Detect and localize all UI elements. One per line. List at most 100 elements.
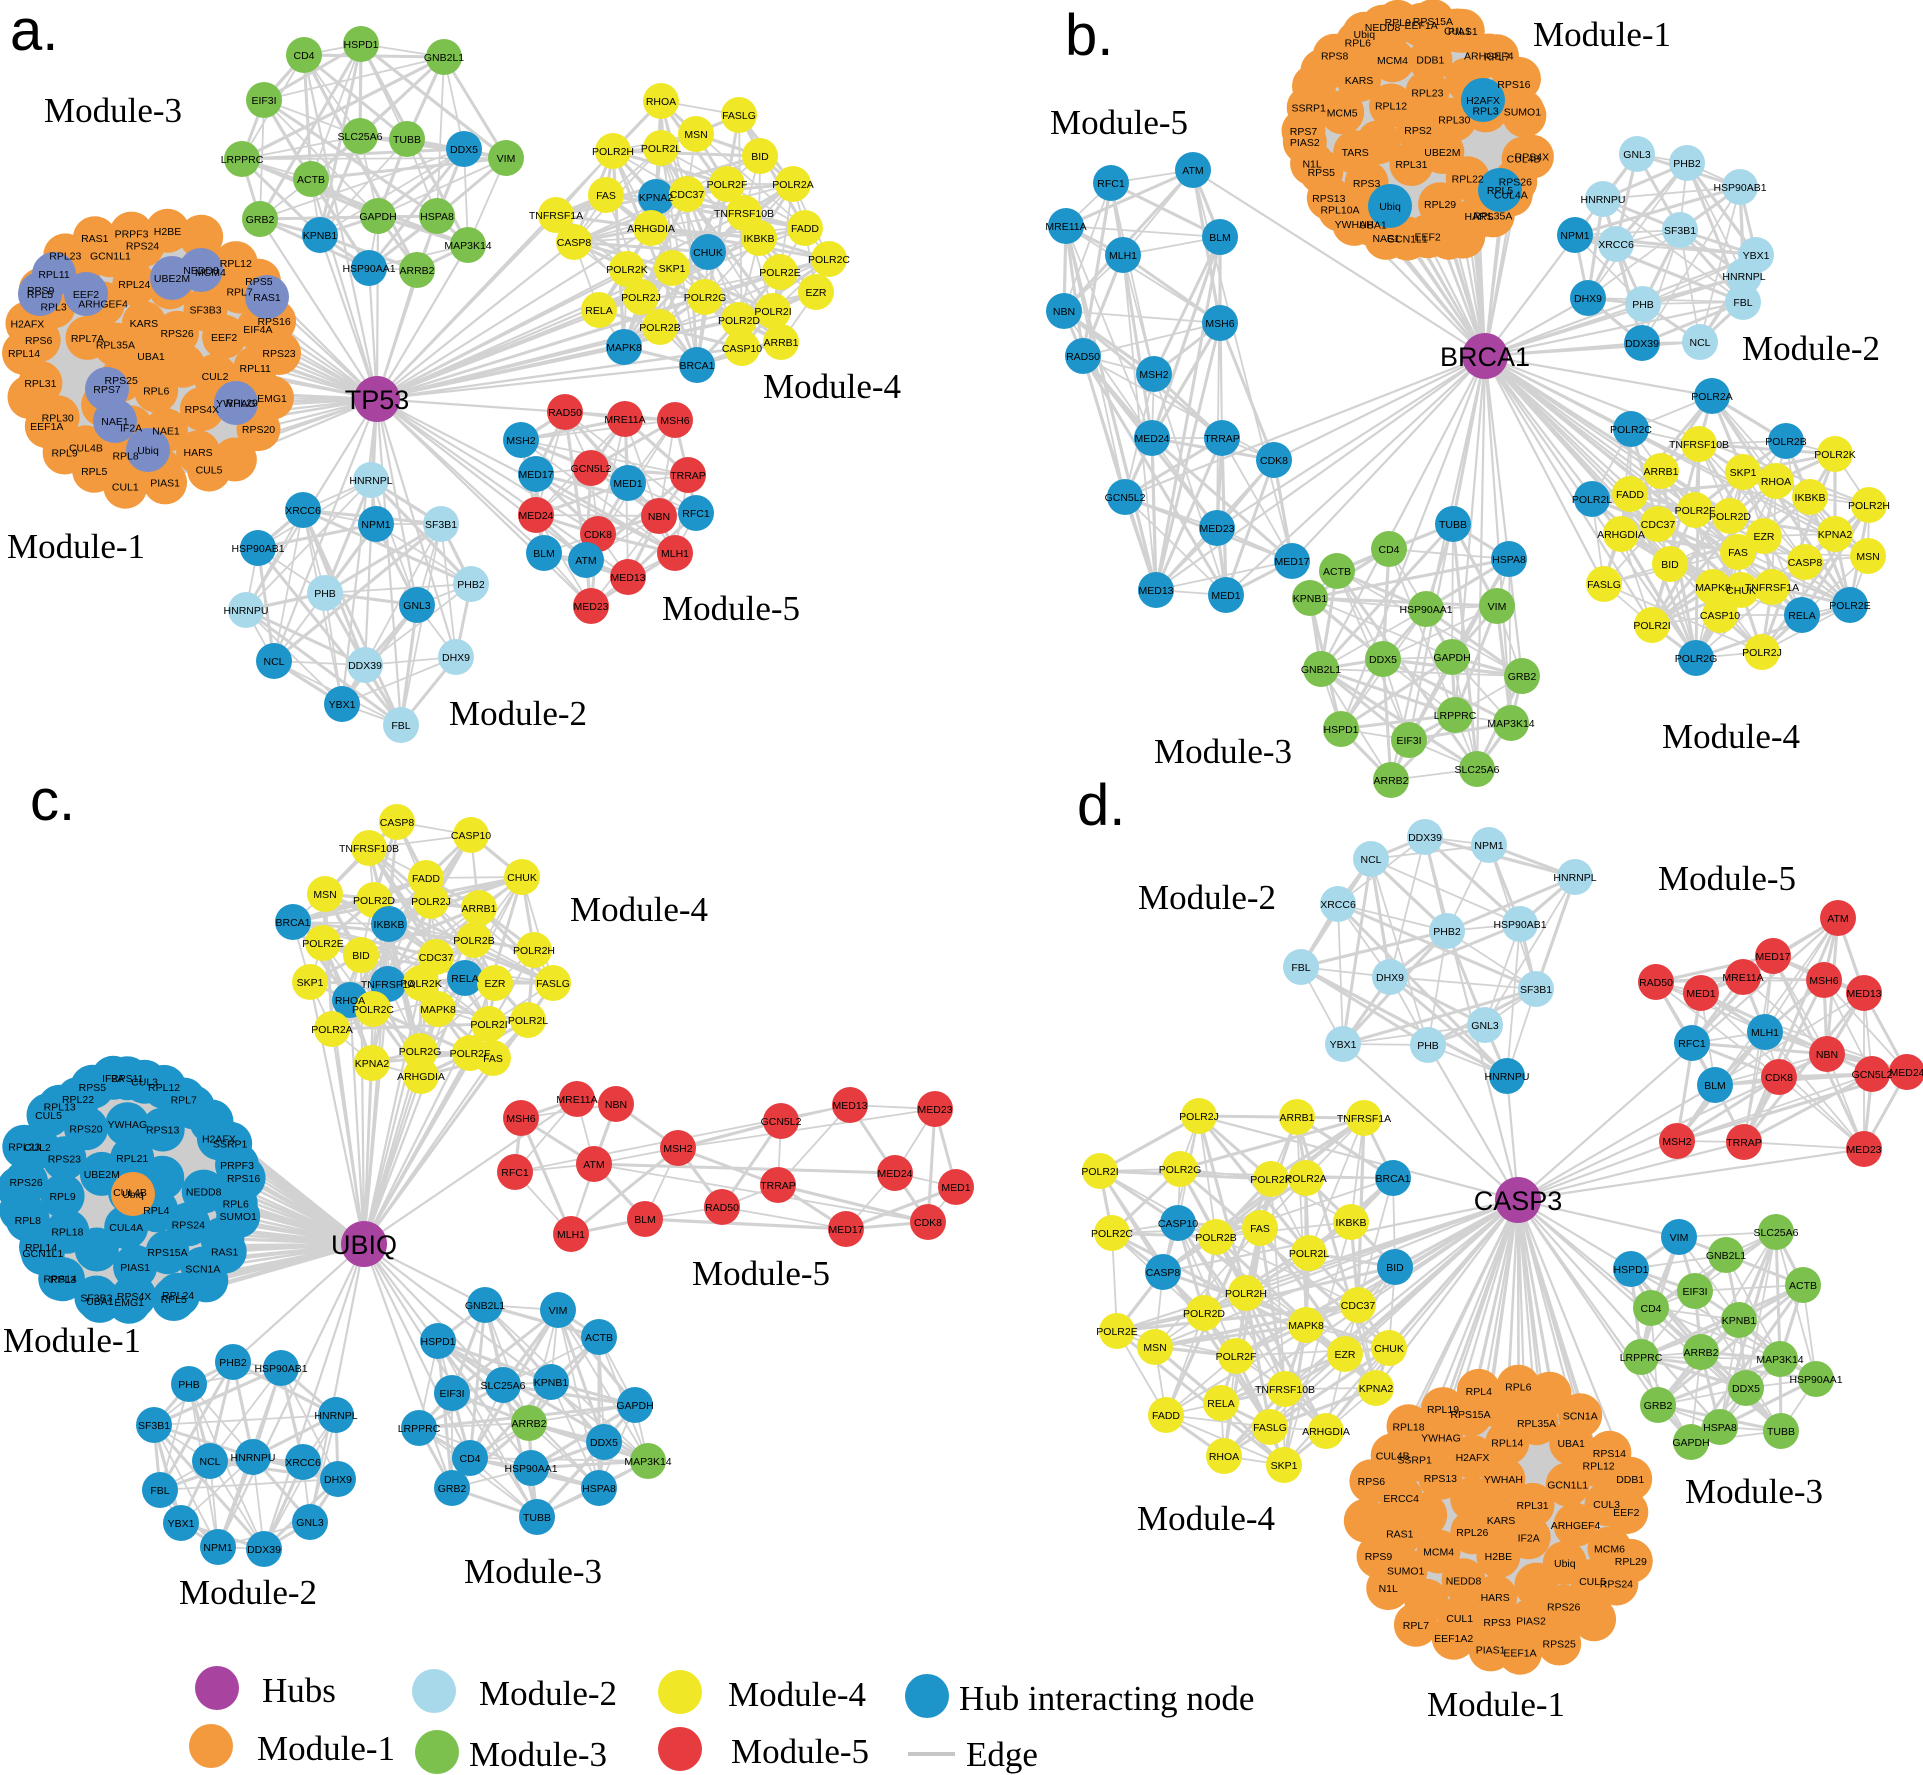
svg-text:EMG1: EMG1 (114, 1297, 144, 1309)
svg-text:BID: BID (352, 950, 370, 962)
svg-text:H2BE: H2BE (154, 226, 181, 238)
svg-text:RPS5: RPS5 (245, 276, 273, 288)
svg-text:FBL: FBL (1733, 297, 1752, 309)
svg-text:ARHGDIA: ARHGDIA (627, 223, 675, 235)
svg-text:BID: BID (751, 151, 769, 163)
svg-text:SKP1: SKP1 (1271, 1460, 1298, 1472)
svg-text:TP53: TP53 (345, 385, 410, 415)
svg-text:SUMO1: SUMO1 (1387, 1565, 1425, 1577)
svg-text:HSPA8: HSPA8 (582, 1483, 616, 1495)
svg-text:Ubiq: Ubiq (1353, 29, 1375, 41)
svg-text:MRE11A: MRE11A (1722, 972, 1763, 984)
svg-text:CASP10: CASP10 (1158, 1218, 1198, 1230)
svg-text:MED17: MED17 (1755, 951, 1790, 963)
svg-text:Module-1: Module-1 (1533, 15, 1671, 54)
svg-text:SLC25A6: SLC25A6 (481, 1380, 526, 1392)
svg-text:POLR2B: POLR2B (1195, 1232, 1236, 1244)
svg-text:MSH2: MSH2 (506, 435, 535, 447)
svg-text:DHX9: DHX9 (324, 1474, 352, 1486)
svg-text:RPS25: RPS25 (1543, 1639, 1576, 1651)
svg-text:POLR2G: POLR2G (399, 1046, 442, 1058)
svg-text:MED23: MED23 (917, 1104, 952, 1116)
svg-text:TNFRSF1A: TNFRSF1A (1745, 582, 1799, 594)
svg-text:IF2A: IF2A (1518, 1532, 1540, 1544)
svg-text:MED17: MED17 (1274, 556, 1309, 568)
svg-text:POLR2L: POLR2L (508, 1015, 548, 1027)
svg-text:CDC37: CDC37 (1341, 1300, 1376, 1312)
svg-text:Module-3: Module-3 (1154, 732, 1292, 771)
svg-text:RPS26: RPS26 (160, 328, 193, 340)
svg-text:SKP1: SKP1 (297, 977, 324, 989)
svg-text:XRCC6: XRCC6 (1320, 899, 1356, 911)
svg-text:PHB: PHB (1632, 299, 1654, 311)
svg-text:POLR2H: POLR2H (592, 146, 634, 158)
svg-text:Module-3: Module-3 (469, 1735, 607, 1774)
svg-text:PRPF3: PRPF3 (115, 229, 149, 241)
svg-text:POLR2F: POLR2F (1675, 505, 1716, 517)
svg-text:GCN5L2: GCN5L2 (1105, 492, 1146, 504)
svg-text:TRRAP: TRRAP (1726, 1137, 1762, 1149)
svg-text:FAS: FAS (596, 190, 616, 202)
svg-text:EEF1A: EEF1A (1503, 1648, 1536, 1660)
svg-text:POLR2E: POLR2E (302, 938, 343, 950)
svg-text:EIF4A: EIF4A (243, 324, 272, 336)
svg-text:Module-4: Module-4 (1662, 717, 1800, 756)
svg-text:ATM: ATM (1827, 913, 1848, 925)
svg-text:SLC25A6: SLC25A6 (338, 131, 383, 143)
svg-text:HSP90AB1: HSP90AB1 (1493, 919, 1546, 931)
svg-text:H2AFX: H2AFX (1466, 95, 1500, 107)
svg-text:UBA1: UBA1 (1359, 220, 1387, 232)
svg-text:YBX1: YBX1 (329, 699, 356, 711)
svg-text:CUL4B: CUL4B (113, 1187, 147, 1199)
svg-text:CDC37: CDC37 (670, 189, 705, 201)
svg-text:PHB: PHB (178, 1379, 200, 1391)
svg-text:Edge: Edge (966, 1735, 1038, 1774)
svg-text:MED13: MED13 (1138, 585, 1173, 597)
svg-text:CDK8: CDK8 (1260, 455, 1288, 467)
svg-text:ARRB2: ARRB2 (511, 1418, 546, 1430)
svg-text:HARS: HARS (1481, 1592, 1510, 1604)
svg-text:ACTB: ACTB (1323, 566, 1351, 578)
svg-text:MAPK8: MAPK8 (420, 1004, 456, 1016)
svg-text:H2BE: H2BE (1485, 1551, 1512, 1563)
svg-text:GRB2: GRB2 (1644, 1400, 1673, 1412)
svg-text:DDX39: DDX39 (1408, 832, 1442, 844)
svg-text:GNL3: GNL3 (403, 600, 431, 612)
svg-text:FADD: FADD (791, 223, 819, 235)
svg-text:EZR: EZR (806, 287, 827, 299)
svg-text:RPL23: RPL23 (49, 250, 81, 262)
svg-text:RPL12: RPL12 (220, 258, 252, 270)
svg-text:RPL11: RPL11 (38, 269, 69, 281)
svg-text:POLR2C: POLR2C (352, 1004, 394, 1016)
svg-text:EEF1A2: EEF1A2 (1434, 1633, 1473, 1645)
svg-text:GAPDH: GAPDH (616, 1400, 653, 1412)
svg-text:RPS15A: RPS15A (147, 1247, 187, 1259)
svg-text:POLR2D: POLR2D (353, 895, 395, 907)
svg-text:ARHGEF4: ARHGEF4 (1551, 1520, 1601, 1532)
svg-text:FADD: FADD (1152, 1410, 1180, 1422)
svg-text:POLR2C: POLR2C (1091, 1228, 1133, 1240)
svg-text:PIAS1: PIAS1 (120, 1262, 150, 1274)
svg-text:CASP10: CASP10 (722, 343, 762, 355)
svg-text:ATM: ATM (583, 1159, 604, 1171)
svg-text:RPL10A: RPL10A (1320, 205, 1359, 217)
svg-text:H2AFX: H2AFX (10, 318, 44, 330)
svg-text:HSPD1: HSPD1 (1323, 724, 1358, 736)
svg-text:HSPA8: HSPA8 (1492, 554, 1526, 566)
svg-text:CASP10: CASP10 (1700, 610, 1740, 622)
svg-text:POLR2F: POLR2F (707, 179, 748, 191)
svg-text:N1L: N1L (1379, 1583, 1398, 1595)
svg-text:N1L: N1L (1302, 159, 1321, 171)
svg-text:GRB2: GRB2 (1508, 671, 1537, 683)
svg-text:NEDD8: NEDD8 (1365, 22, 1401, 34)
svg-text:Module-5: Module-5 (1050, 103, 1188, 142)
svg-text:RPS16: RPS16 (257, 316, 290, 328)
svg-text:POLR2B: POLR2B (639, 322, 680, 334)
svg-text:BLM: BLM (1209, 232, 1231, 244)
svg-text:CUL4B: CUL4B (1376, 1450, 1410, 1462)
svg-text:RPL30: RPL30 (42, 412, 74, 424)
svg-text:MAPK8: MAPK8 (1695, 582, 1731, 594)
svg-text:RPS14: RPS14 (1593, 1448, 1626, 1460)
svg-text:CD4: CD4 (459, 1453, 480, 1465)
svg-text:RPL7: RPL7 (1403, 1620, 1429, 1632)
